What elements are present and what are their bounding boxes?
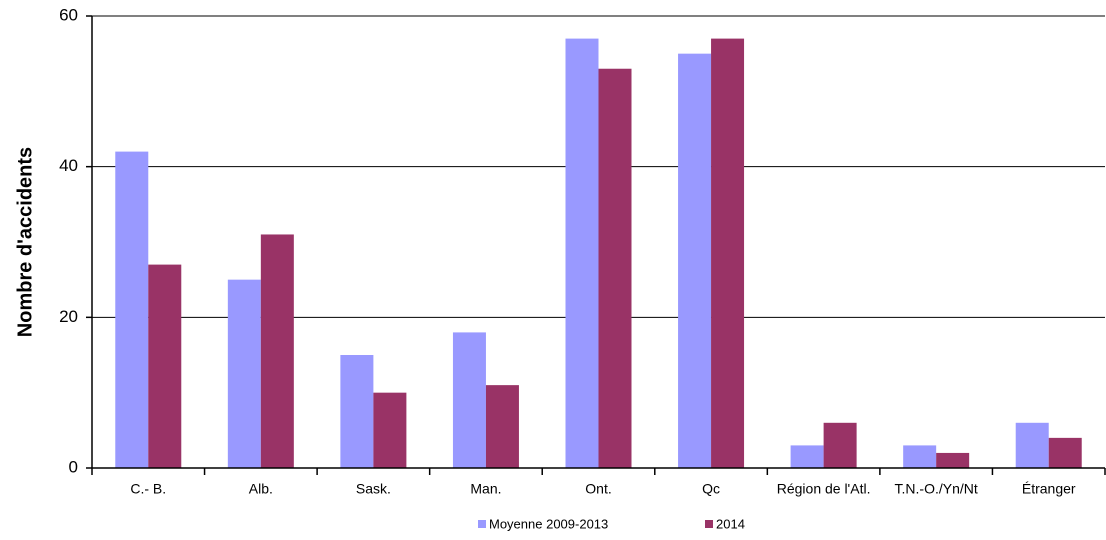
bar: [678, 53, 712, 469]
x-tick-label: Qc: [702, 481, 720, 497]
legend-label: Moyenne 2009-2013: [489, 516, 608, 531]
y-tick-label: 20: [59, 307, 78, 326]
bar: [260, 234, 294, 468]
x-tick-label: C.- B.: [130, 481, 166, 497]
bar: [565, 38, 599, 468]
bar: [598, 68, 632, 468]
bar: [936, 452, 970, 468]
x-tick-label: Étranger: [1022, 481, 1076, 497]
bar: [373, 392, 407, 468]
x-tick-label: Région de l'Atl.: [777, 481, 871, 497]
bar: [790, 445, 824, 468]
bar: [227, 279, 261, 468]
x-tick-label: Ont.: [585, 481, 611, 497]
bar: [485, 385, 519, 468]
bar: [340, 355, 374, 468]
legend-label: 2014: [716, 516, 745, 531]
y-axis-label: Nombre d'accidents: [14, 147, 36, 337]
y-tick-label: 40: [59, 156, 78, 175]
bar: [823, 422, 857, 468]
legend-swatch: [705, 520, 713, 528]
bar: [903, 445, 937, 468]
bar: [711, 38, 745, 468]
x-tick-label: Sask.: [356, 481, 391, 497]
x-tick-label: Alb.: [249, 481, 273, 497]
y-tick-label: 60: [59, 5, 78, 24]
legend-swatch: [478, 520, 486, 528]
bar: [115, 151, 149, 468]
x-tick-label: T.N.-O./Yn/Nt: [895, 481, 978, 497]
bar: [1048, 437, 1082, 468]
y-tick-label: 0: [69, 457, 78, 476]
bar: [1015, 422, 1049, 468]
bar: [148, 264, 182, 468]
bar: [452, 332, 486, 468]
x-tick-label: Man.: [470, 481, 501, 497]
